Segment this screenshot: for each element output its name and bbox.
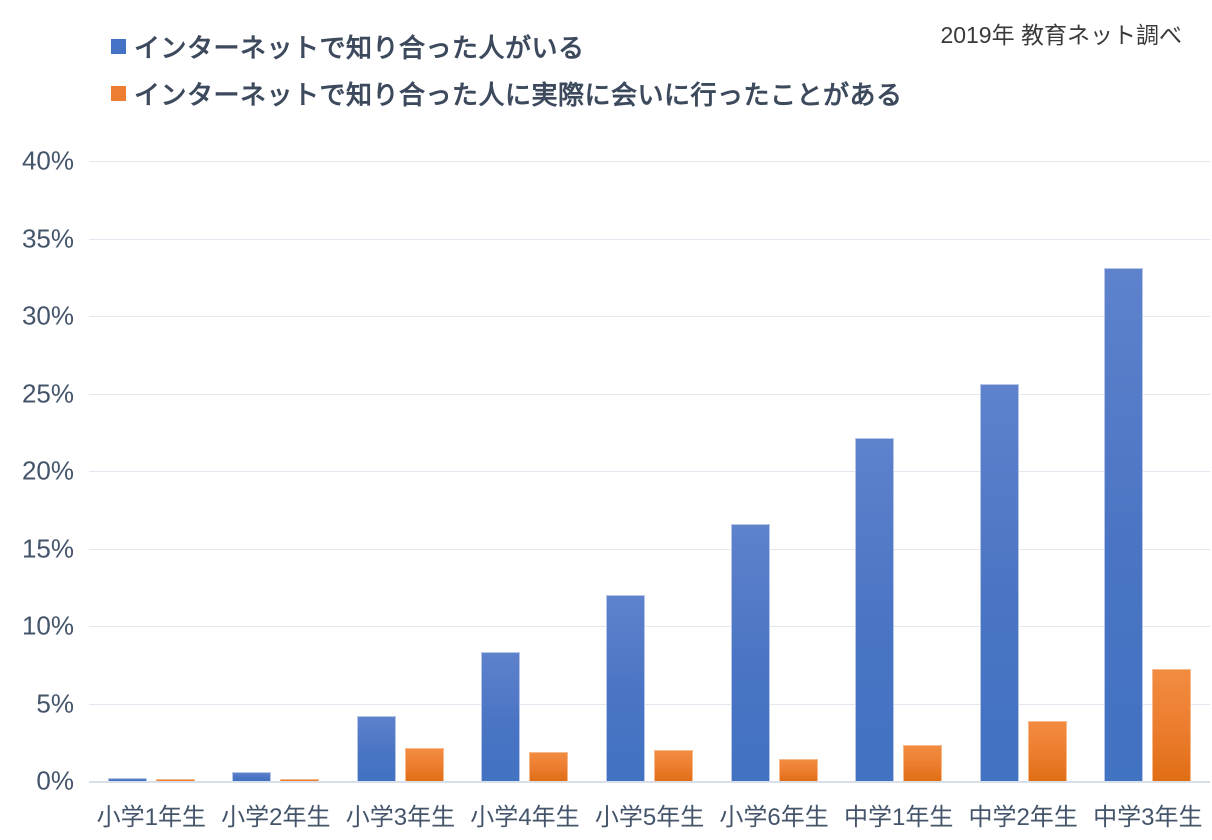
bar-series1-中学2年生: [1027, 720, 1067, 781]
bar-group: [89, 161, 214, 781]
bar-series0-小学4年生: [481, 652, 521, 781]
bar-series0-小学1年生: [107, 777, 147, 781]
gridline: [89, 548, 1210, 550]
bar-series0-中学2年生: [979, 384, 1019, 781]
bar-series1-中学1年生: [903, 745, 943, 781]
bar-series1-小学2年生: [280, 779, 320, 781]
bar-series1-小学4年生: [529, 751, 569, 781]
y-axis-tick-label: 30%: [21, 300, 74, 331]
x-axis-label: 中学1年生: [843, 804, 954, 831]
legend-label: インターネットで知り合った人がいる: [134, 32, 585, 63]
y-axis-tick-label: 25%: [21, 378, 74, 408]
gridline: [89, 393, 1210, 395]
legend-item-went-to-meet: インターネットで知り合った人に実際に会いに行ったことがある: [111, 73, 903, 113]
x-axis-label: 小学1年生: [96, 804, 206, 831]
legend-item-know-someone-online: インターネットで知り合った人がいる: [111, 26, 903, 66]
legend-swatch-blue-icon: [111, 38, 126, 54]
x-axis-label: 中学3年生: [1093, 804, 1203, 831]
y-axis-tick-label: 5%: [36, 688, 74, 718]
y-axis-tick-label: 0%: [36, 765, 74, 796]
x-axis-label: 小学6年生: [719, 804, 829, 831]
y-axis-tick-label: 15%: [21, 533, 74, 563]
bar-series0-小学5年生: [606, 595, 646, 781]
gridline: [89, 471, 1210, 472]
x-axis-label: 小学2年生: [221, 804, 331, 831]
x-axis-label: 小学4年生: [470, 804, 580, 831]
bar-series1-小学1年生: [155, 779, 195, 781]
bar-series0-小学3年生: [356, 715, 396, 781]
legend-swatch-orange-icon: [111, 85, 126, 101]
y-axis-tick-label: 40%: [21, 145, 74, 176]
legend: インターネットで知り合った人がいる インターネットで知り合った人に実際に会いに行…: [111, 26, 903, 120]
bar-series0-小学2年生: [232, 771, 272, 781]
x-axis-label: 小学3年生: [345, 804, 456, 831]
bar-group: [463, 161, 588, 781]
bar-group: [712, 161, 837, 781]
bar-series1-小学5年生: [654, 750, 694, 781]
bar-series0-小学6年生: [730, 523, 770, 781]
gridline: [89, 703, 1210, 705]
bar-series1-小学3年生: [404, 748, 444, 781]
legend-label: インターネットで知り合った人に実際に会いに行ったことがある: [134, 79, 903, 110]
gridline: [89, 316, 1210, 317]
bar-group: [961, 161, 1086, 781]
bar-group: [836, 161, 961, 781]
y-axis-tick-label: 35%: [21, 223, 74, 253]
bar-series0-中学1年生: [855, 438, 895, 781]
bar-group: [587, 161, 712, 781]
gridline: [89, 781, 1210, 783]
bar-series1-中学3年生: [1152, 669, 1192, 781]
source-note: 2019年 教育ネット調べ: [940, 22, 1182, 48]
y-axis-tick-label: 10%: [21, 610, 74, 641]
x-axis-label: 中学2年生: [968, 804, 1078, 831]
bar-group: [1086, 161, 1211, 781]
bar-series1-小学6年生: [778, 759, 818, 781]
bar-series0-中学3年生: [1104, 267, 1144, 781]
y-axis: 40% 35% 30% 25% 20% 15% 10% 5% 0%: [0, 146, 74, 796]
x-axis-label: 小学5年生: [594, 804, 705, 831]
gridline: [89, 161, 1210, 162]
gridline: [89, 238, 1210, 240]
plot-area: [89, 161, 1210, 783]
y-axis-tick-label: 20%: [21, 455, 74, 486]
bar-group: [214, 161, 339, 781]
x-axis: 小学1年生 小学2年生 小学3年生 小学4年生 小学5年生 小学6年生 中学1年生 中学2年生…: [89, 797, 1210, 832]
gridline: [89, 626, 1210, 627]
bars: [89, 161, 1210, 781]
bar-group: [338, 161, 463, 781]
